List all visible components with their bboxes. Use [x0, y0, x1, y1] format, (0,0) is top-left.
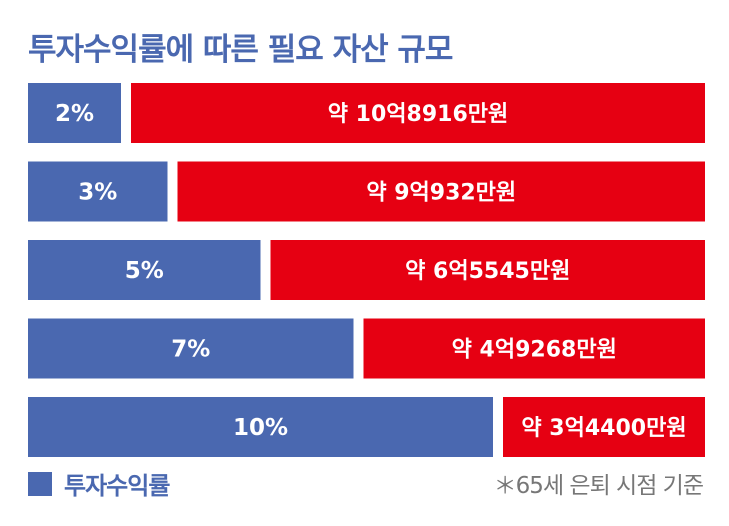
legend: 투자수익률	[28, 466, 170, 501]
rate-bar	[28, 83, 121, 143]
rate-label: 2%	[55, 101, 94, 127]
amount-label: 약 3억4400만원	[521, 416, 686, 441]
rate-label: 5%	[125, 258, 164, 284]
rate-bar	[28, 397, 493, 457]
amount-label: 약 9억932만원	[366, 181, 516, 206]
rate-label: 7%	[171, 337, 210, 363]
legend-swatch-rate	[28, 471, 52, 496]
amount-bar	[131, 83, 705, 143]
rate-label: 3%	[78, 180, 117, 206]
legend-label-rate: 투자수익률	[64, 472, 170, 500]
rate-bar	[28, 318, 354, 379]
amount-bar	[503, 397, 705, 457]
footnote: ＊65세 은퇴 시점 기준	[493, 473, 704, 499]
amount-bar	[177, 161, 705, 222]
amount-label: 약 4억9268만원	[452, 338, 617, 363]
amount-bar	[363, 318, 705, 379]
rate-bar	[28, 240, 261, 300]
amount-label: 약 10억8916만원	[328, 102, 508, 127]
rate-label: 10%	[233, 415, 288, 441]
chart-title: 투자수익률에 따른 필요 자산 규모	[28, 32, 453, 68]
amount-bar	[270, 240, 705, 300]
amount-label: 약 6억5545만원	[405, 259, 570, 284]
rate-bar	[28, 161, 168, 222]
